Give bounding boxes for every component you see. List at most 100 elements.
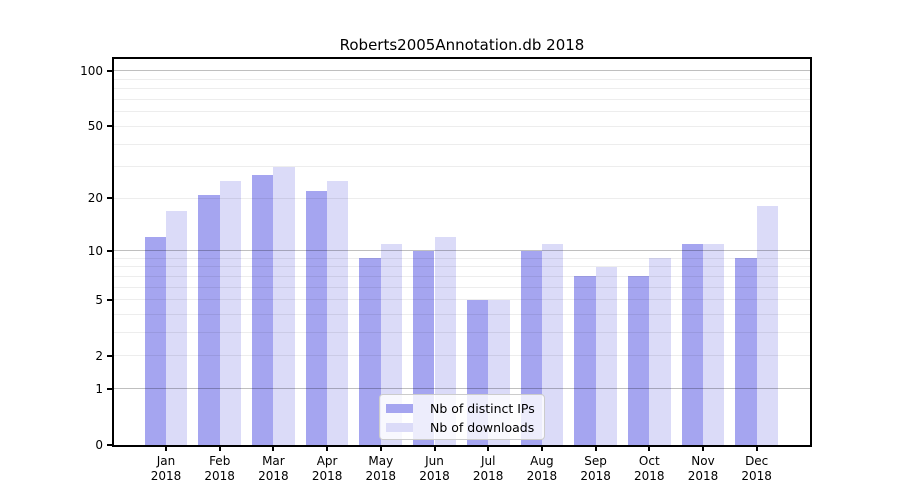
bar-downloads: [595, 266, 617, 445]
x-tick-year: 2018: [687, 468, 719, 483]
grid-line-minor: [114, 314, 810, 316]
x-tick-label: Apr 2018: [300, 454, 354, 483]
bar-downloads: [166, 210, 188, 445]
x-tick-mark: [326, 447, 329, 451]
grid-line-minor: [114, 111, 810, 113]
y-tick-label: 20: [87, 191, 103, 206]
bar-distinct-ips: [681, 243, 703, 445]
x-tick-mark: [487, 447, 490, 451]
x-tick-month: Apr: [316, 454, 338, 468]
x-tick-year: 2018: [580, 468, 611, 483]
x-tick-label: Dec 2018: [730, 454, 784, 483]
x-tick-month: Jan: [156, 454, 176, 468]
x-tick-month: Jul: [480, 454, 496, 468]
y-tick-mark: [107, 69, 112, 72]
x-tick-label: Jun 2018: [408, 454, 462, 483]
x-tick-mark: [755, 447, 758, 451]
bar-distinct-ips: [627, 276, 650, 445]
y-tick-label: 50: [87, 119, 103, 134]
bar-distinct-ips: [574, 276, 596, 445]
bar-downloads: [541, 243, 564, 445]
x-tick-label: Aug 2018: [515, 454, 569, 483]
x-tick-month: Mar: [262, 454, 285, 468]
bar-downloads: [219, 180, 242, 445]
x-tick-year: 2018: [419, 468, 450, 483]
x-tick-year: 2018: [365, 468, 397, 483]
y-tick-mark: [107, 298, 112, 301]
chart-title: Roberts2005Annotation.db 2018: [339, 36, 585, 54]
x-tick-month: May: [368, 454, 394, 468]
grid-line-minor: [114, 275, 810, 277]
bar-downloads: [434, 237, 456, 445]
bar-distinct-ips: [735, 258, 757, 445]
grid-line-minor: [114, 99, 810, 101]
bar-distinct-ips: [359, 258, 381, 445]
bar-distinct-ips: [144, 237, 166, 445]
x-tick-label: Feb 2018: [193, 454, 247, 483]
x-tick-month: Oct: [638, 454, 660, 468]
bar-downloads: [756, 206, 779, 445]
bar-downloads: [273, 166, 295, 445]
x-tick-year: 2018: [204, 468, 235, 483]
y-tick-label: 10: [87, 243, 103, 258]
legend-label-downloads: Nb of downloads: [430, 420, 535, 435]
legend-swatch-downloads: [386, 423, 413, 432]
x-tick-label: Sep 2018: [569, 454, 623, 483]
y-tick-label: 1: [95, 381, 103, 396]
x-tick-year: 2018: [634, 468, 665, 483]
grid-line-minor: [114, 166, 810, 168]
legend-item-downloads: Nb of downloads: [386, 418, 538, 437]
legend-swatch-distinct-ips: [386, 404, 413, 413]
x-tick-mark: [433, 447, 436, 451]
legend: Nb of distinct IPs Nb of downloads: [379, 394, 545, 440]
grid-line-minor: [114, 332, 810, 334]
x-tick-month: Feb: [209, 454, 231, 468]
grid-line-major: [114, 70, 810, 72]
bar-downloads: [327, 180, 349, 445]
x-tick-year: 2018: [526, 468, 558, 483]
y-tick-label: 5: [95, 292, 103, 307]
bar-downloads: [649, 258, 671, 445]
x-tick-year: 2018: [311, 468, 343, 483]
grid-line-minor: [114, 88, 810, 90]
x-tick-year: 2018: [150, 468, 182, 483]
grid-line-minor: [114, 286, 810, 288]
x-tick-label: Nov 2018: [676, 454, 730, 483]
x-tick-label: Jul 2018: [461, 454, 515, 483]
y-tick-mark: [107, 125, 112, 128]
x-tick-month: Dec: [745, 454, 769, 468]
y-tick-mark: [107, 249, 112, 252]
grid-line-minor: [114, 257, 810, 259]
grid-line-major: [114, 388, 810, 390]
y-tick-mark: [107, 354, 112, 357]
bar-distinct-ips: [252, 174, 274, 445]
x-tick-mark: [540, 447, 543, 451]
x-tick-mark: [379, 447, 382, 451]
x-tick-mark: [218, 447, 221, 451]
y-tick-label: 2: [95, 348, 103, 363]
bar-distinct-ips: [305, 190, 328, 445]
x-tick-year: 2018: [472, 468, 504, 483]
legend-label-distinct-ips: Nb of distinct IPs: [430, 401, 535, 416]
y-tick-mark: [107, 387, 112, 390]
grid-line-minor: [114, 78, 810, 80]
x-tick-year: 2018: [741, 468, 772, 483]
legend-item-distinct-ips: Nb of distinct IPs: [386, 399, 538, 418]
x-tick-label: May 2018: [354, 454, 408, 483]
grid-line-minor: [114, 355, 810, 357]
x-tick-mark: [594, 447, 597, 451]
x-tick-label: Jan 2018: [139, 454, 193, 483]
x-tick-mark: [702, 447, 704, 451]
x-tick-month: Nov: [691, 454, 715, 468]
y-tick-label: 0: [95, 438, 103, 452]
grid-line-minor: [114, 197, 810, 199]
y-tick-label: 100: [80, 63, 103, 78]
x-tick-label: Mar 2018: [246, 454, 300, 483]
bar-downloads: [703, 243, 725, 445]
x-tick-mark: [272, 447, 275, 451]
x-tick-year: 2018: [258, 468, 289, 483]
y-tick-mark: [107, 444, 112, 446]
x-tick-mark: [165, 447, 167, 451]
y-tick-mark: [107, 197, 112, 200]
